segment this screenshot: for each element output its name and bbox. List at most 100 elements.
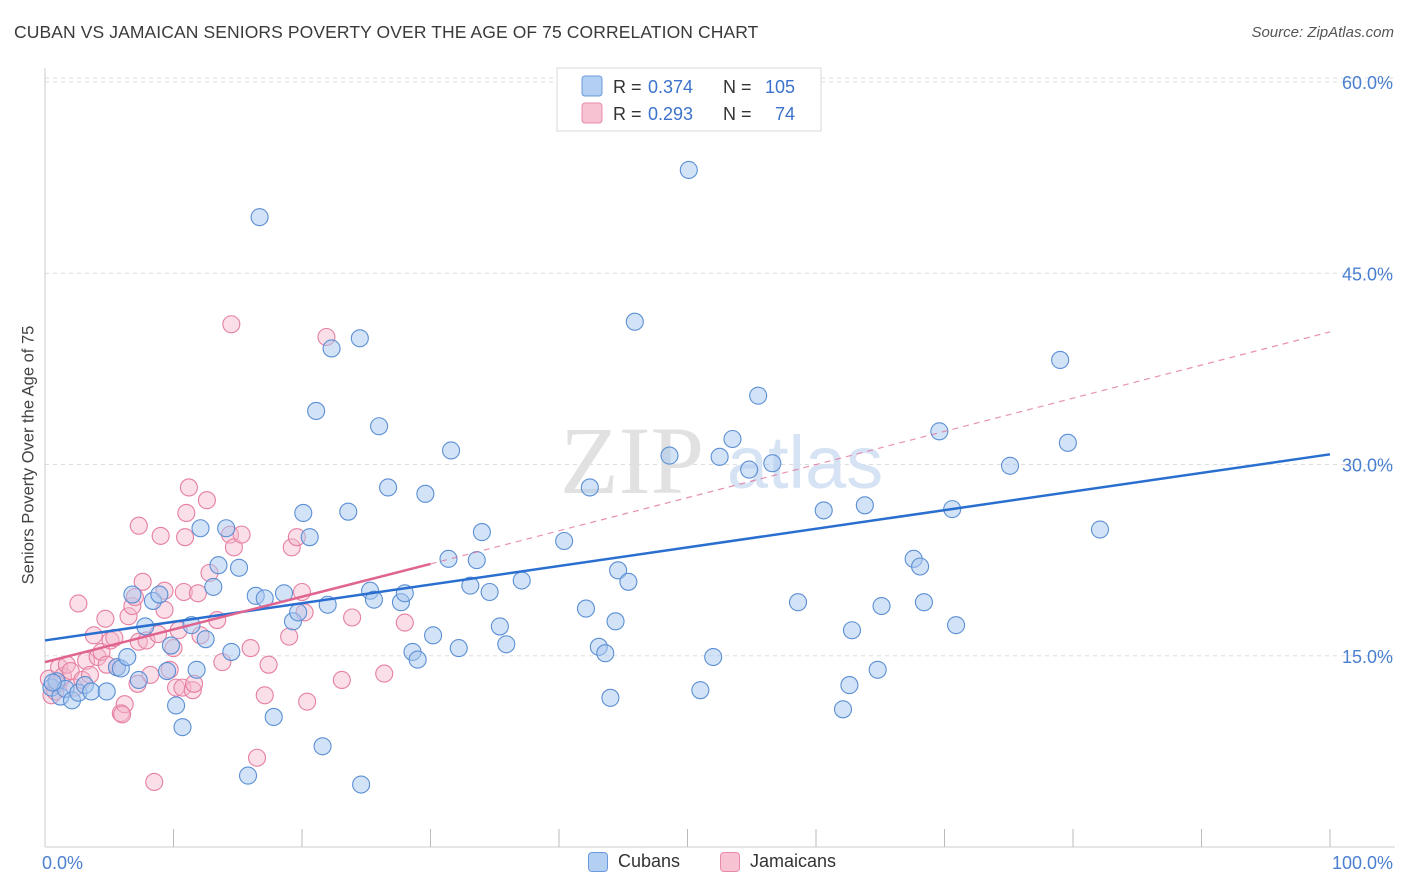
- jamaicans-point: [173, 678, 192, 697]
- jamaicans-point: [133, 572, 152, 591]
- jamaicans-point: [96, 609, 115, 628]
- cubans-point: [229, 558, 249, 577]
- cubans-point: [1058, 433, 1077, 452]
- cubans-point: [601, 688, 620, 707]
- cubans-point: [833, 700, 853, 719]
- cubans-point: [82, 682, 101, 701]
- cubans-point: [625, 312, 644, 331]
- x-tick-label-left: 0.0%: [42, 853, 83, 873]
- legend-r-label-cubans: R =: [613, 77, 642, 97]
- jamaicans-point: [197, 491, 216, 510]
- cubans-point: [322, 339, 341, 358]
- jamaicans-point: [179, 478, 198, 497]
- cubans-point: [911, 557, 930, 576]
- cubans-point: [1051, 350, 1070, 370]
- cubans-point: [424, 626, 443, 645]
- legend-item-jamaicans: Jamaicans: [720, 851, 836, 872]
- jamaicans-trend-line: [44, 562, 431, 664]
- legend-swatch-cubans-bottom: [588, 851, 608, 872]
- jamaicans-point: [151, 526, 170, 545]
- legend-swatch-jamaicans: [581, 102, 603, 124]
- cubans-trend-line: [44, 453, 1331, 642]
- cubans-point: [872, 596, 891, 616]
- jamaicans-point: [188, 584, 207, 603]
- legend-top: R = 0.374 N = 105 R = 0.293 N = 74: [556, 67, 822, 132]
- cubans-point: [580, 478, 599, 497]
- jamaicans-point: [375, 664, 394, 683]
- cubans-point: [480, 582, 499, 602]
- cubans-point: [679, 160, 698, 180]
- cubans-point: [161, 636, 180, 655]
- cubans-point: [238, 766, 258, 785]
- cubans-point: [416, 484, 435, 503]
- jamaicans-point: [176, 528, 195, 547]
- jamaicans-trend-extension: [430, 331, 1331, 565]
- cubans-point: [868, 660, 887, 679]
- y-tick-label: 30.0%: [1342, 456, 1393, 476]
- cubans-point: [576, 599, 596, 618]
- y-tick-label: 15.0%: [1342, 647, 1393, 667]
- jamaicans-point: [115, 695, 134, 714]
- cubans-point: [150, 585, 169, 604]
- jamaicans-point: [145, 772, 164, 792]
- cubans-point: [842, 621, 862, 640]
- cubans-point: [294, 503, 313, 523]
- jamaicans-points: [39, 315, 414, 792]
- cubans-point: [158, 661, 177, 681]
- cubans-point: [289, 603, 308, 622]
- cubans-point: [472, 523, 491, 542]
- cubans-point: [442, 441, 461, 460]
- cubans-point: [855, 496, 874, 515]
- cubans-point: [947, 616, 966, 635]
- cubans-point: [439, 549, 458, 568]
- legend-r-value-jamaicans: 0.293: [648, 104, 693, 124]
- cubans-point: [264, 707, 283, 727]
- cubans-point: [449, 639, 468, 658]
- cubans-point: [710, 447, 729, 466]
- cubans-point: [704, 647, 723, 667]
- jamaicans-point: [395, 613, 414, 632]
- legend-r-label-jamaicans: R =: [613, 104, 642, 124]
- cubans-point: [814, 501, 833, 520]
- cubans-point: [467, 551, 486, 570]
- chart-title: CUBAN VS JAMAICAN SENIORS POVERTY OVER T…: [14, 22, 759, 42]
- cubans-point: [209, 556, 228, 575]
- jamaicans-point: [332, 670, 351, 690]
- cubans-point: [250, 208, 269, 227]
- jamaicans-point: [255, 686, 274, 705]
- cubans-point: [123, 585, 142, 604]
- cubans-points: [42, 160, 1110, 794]
- jamaicans-point: [129, 516, 148, 535]
- legend-swatch-jamaicans-bottom: [720, 851, 740, 872]
- cubans-point: [840, 676, 859, 695]
- cubans-point: [512, 571, 531, 590]
- cubans-point: [497, 635, 516, 654]
- cubans-point: [364, 590, 384, 609]
- cubans-point: [300, 528, 319, 547]
- x-tick-label-right: 100.0%: [1332, 853, 1393, 873]
- cubans-point: [763, 454, 782, 473]
- cubans-point: [129, 670, 148, 690]
- cubans-point: [352, 775, 371, 794]
- cubans-point: [196, 630, 215, 649]
- jamaicans-point: [119, 607, 138, 626]
- cubans-point: [339, 502, 358, 521]
- cubans-point: [788, 593, 808, 612]
- jamaicans-point: [232, 525, 251, 544]
- cubans-point: [660, 446, 679, 465]
- legend-swatch-cubans: [581, 75, 603, 97]
- jamaicans-point: [259, 655, 278, 674]
- cubans-point: [307, 401, 326, 421]
- legend-r-value-cubans: 0.374: [648, 77, 693, 97]
- cubans-point: [350, 329, 369, 348]
- cubans-point: [596, 644, 615, 663]
- cubans-point: [408, 650, 427, 669]
- legend-n-label-cubans: N =: [723, 77, 752, 97]
- jamaicans-point: [113, 705, 132, 724]
- cubans-point: [222, 642, 241, 661]
- watermark-zip: ZIP: [560, 407, 704, 514]
- axes: [44, 68, 1395, 848]
- y-tick-label: 60.0%: [1342, 73, 1393, 93]
- legend-label-cubans: Cubans: [618, 851, 681, 871]
